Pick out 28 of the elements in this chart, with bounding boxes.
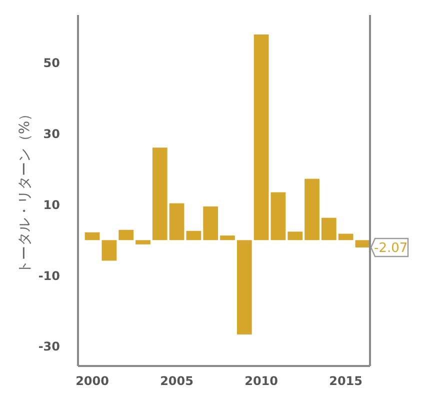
bar [136,240,150,244]
bar [270,192,286,240]
bar [304,178,320,240]
bar [288,232,303,240]
x-tick-label: 2010 [244,374,278,388]
bar [203,206,218,240]
y-tick-label: 30 [43,126,60,141]
y-tick-label: 10 [43,198,60,212]
annotation: -2.07 [374,241,408,256]
bar [338,234,354,240]
bar [186,230,202,240]
x-tick-label: 2000 [76,374,109,388]
bar [321,218,336,240]
x-tick-label: 2015 [329,374,363,388]
bar [118,230,134,240]
bar [169,203,184,240]
y-tick-label: 50 [43,56,60,70]
bar [152,148,168,240]
bar [84,232,100,240]
bar [254,34,269,240]
bar [236,240,252,334]
y-axis-title: トータル・リターン（%） [16,106,33,274]
y-tick-label: -10 [38,268,60,283]
bar [102,240,117,261]
bar [355,240,370,248]
bar [220,236,235,240]
x-tick-label: 2005 [160,374,194,388]
y-tick-label: -30 [38,340,60,354]
